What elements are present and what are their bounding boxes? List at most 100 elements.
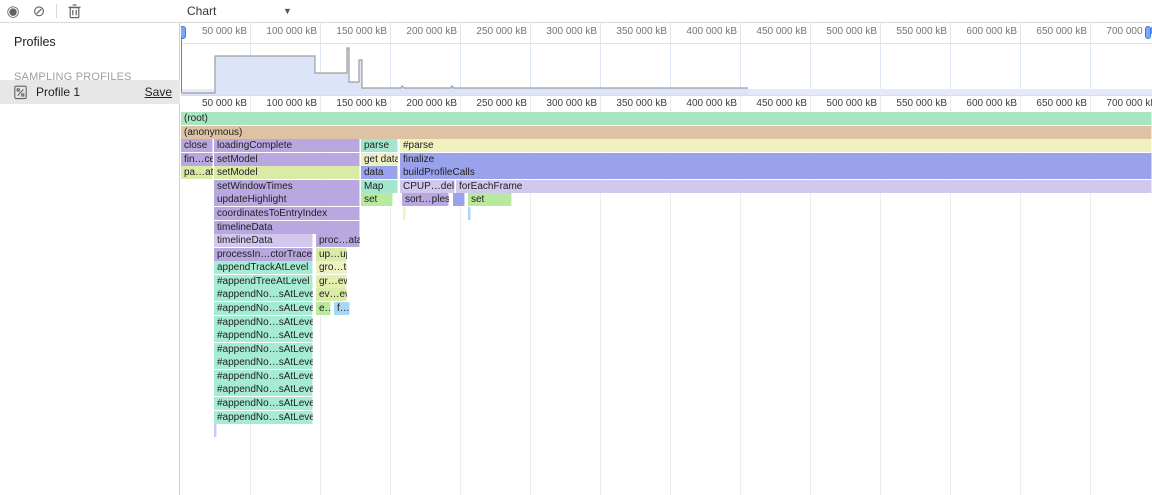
- flame-block[interactable]: e…: [316, 302, 331, 315]
- flame-block[interactable]: f…: [334, 302, 350, 315]
- flame-block-small[interactable]: [468, 207, 471, 220]
- range-handle-left[interactable]: [181, 26, 186, 39]
- ruler-tick-label: 50 000 kB: [201, 26, 247, 37]
- flame-block[interactable]: #appendNo…sAtLevel: [214, 316, 313, 329]
- flame-block[interactable]: #appendNo…sAtLevel: [214, 370, 313, 383]
- toolbar: ◉ ⊘ Chart ▼: [0, 0, 1152, 23]
- ruler-tick: [1090, 96, 1091, 111]
- ruler-tick-label: 200 000 kB: [406, 26, 457, 37]
- flame-block[interactable]: setWindowTimes: [214, 180, 360, 193]
- range-handle-right[interactable]: [1145, 26, 1151, 39]
- ruler-tick-label: 650 000 kB: [1036, 26, 1087, 37]
- flame-block[interactable]: up…up: [316, 248, 347, 261]
- ruler-tick: [320, 96, 321, 111]
- ruler-tick: [740, 23, 741, 43]
- flame-block[interactable]: fin…ce: [181, 153, 213, 166]
- view-mode-select[interactable]: Chart ▼: [187, 0, 297, 22]
- flame-block[interactable]: #appendNo…sAtLevel: [214, 329, 313, 342]
- flame-block[interactable]: data: [361, 166, 398, 179]
- ruler-tick-label: 300 000 kB: [546, 26, 597, 37]
- flame-block[interactable]: timelineData: [214, 221, 360, 234]
- ruler-tick-label: 100 000 kB: [266, 26, 317, 37]
- flame-block[interactable]: #appendNo…sAtLevel: [214, 411, 313, 424]
- flame-block[interactable]: #appendNo…sAtLevel: [214, 383, 313, 396]
- record-icon: ◉: [6, 3, 20, 20]
- flame-block[interactable]: #parse: [400, 139, 1152, 152]
- ruler-tick-label: 600 000 kB: [966, 98, 1017, 109]
- flamechart-ruler: 50 000 kB 100 000 kB 150 000 kB 200 000 kB 2…: [181, 95, 1152, 111]
- gridline: [880, 111, 881, 495]
- ruler-tick: [250, 23, 251, 43]
- flame-block[interactable]: timelineData: [214, 234, 313, 247]
- record-button[interactable]: ◉: [0, 0, 26, 22]
- overview-chart[interactable]: [181, 43, 1152, 96]
- flame-block[interactable]: pa…at: [181, 166, 213, 179]
- flame-block[interactable]: setModel: [214, 166, 360, 179]
- flame-block[interactable]: proc…ata: [316, 234, 360, 247]
- gridline: [600, 111, 601, 495]
- gridline: [740, 111, 741, 495]
- flame-block[interactable]: appendTrackAtLevel: [214, 261, 313, 274]
- clear-button[interactable]: ⊘: [26, 0, 52, 22]
- flame-block[interactable]: sort…ples: [402, 193, 449, 206]
- clear-icon: ⊘: [32, 3, 46, 20]
- sidebar-item-profile-1[interactable]: Profile 1 Save: [0, 80, 180, 104]
- flame-block[interactable]: #appendTreeAtLevel: [214, 275, 313, 288]
- range-handle-left-line: [181, 26, 182, 92]
- overview-memory-series: [181, 47, 1152, 96]
- flame-block-small[interactable]: [214, 424, 217, 437]
- ruler-tick: [810, 23, 811, 43]
- ruler-tick: [670, 96, 671, 111]
- ruler-tick: [460, 96, 461, 111]
- flame-block[interactable]: set: [468, 193, 512, 206]
- flame-block[interactable]: loadingComplete: [214, 139, 360, 152]
- save-link[interactable]: Save: [144, 85, 172, 99]
- overview-ruler: 50 000 kB 100 000 kB 150 000 kB 200 000 kB 2…: [181, 23, 1152, 43]
- flame-block[interactable]: #appendNo…sAtLevel: [214, 302, 313, 315]
- flame-block[interactable]: setModel: [214, 153, 360, 166]
- flame-block[interactable]: forEachFrame: [456, 180, 1152, 193]
- flame-block[interactable]: processIn…ctorTrace: [214, 248, 313, 261]
- ruler-tick-label: 250 000 kB: [476, 98, 527, 109]
- flame-block-small[interactable]: [453, 193, 465, 206]
- flame-block[interactable]: #appendNo…sAtLevel: [214, 343, 313, 356]
- gridline: [320, 44, 321, 95]
- flame-block[interactable]: coordinatesToEntryIndex: [214, 207, 360, 220]
- ruler-tick-label: 700 000 kB: [1106, 98, 1152, 109]
- ruler-tick: [600, 96, 601, 111]
- ruler-tick-label: 400 000 kB: [686, 26, 737, 37]
- flame-block[interactable]: #appendNo…sAtLevel: [214, 288, 313, 301]
- flame-block[interactable]: updateHighlight: [214, 193, 360, 206]
- flame-block[interactable]: buildProfileCalls: [400, 166, 1152, 179]
- flame-block[interactable]: parse: [361, 139, 398, 152]
- flame-block-small[interactable]: [403, 207, 406, 220]
- flame-block[interactable]: finalize: [400, 153, 1152, 166]
- delete-profile-button[interactable]: [61, 0, 87, 22]
- gridline: [810, 111, 811, 495]
- ruler-tick-label: 100 000 kB: [266, 98, 317, 109]
- flamechart[interactable]: (root) (anonymous) close loadingComplete par…: [181, 111, 1152, 495]
- flame-block[interactable]: ev…ew: [316, 288, 347, 301]
- ruler-tick: [880, 96, 881, 111]
- flame-block[interactable]: #appendNo…sAtLevel: [214, 356, 313, 369]
- gridline: [810, 44, 811, 95]
- flame-block[interactable]: set: [361, 193, 393, 206]
- flame-block[interactable]: Map: [361, 180, 398, 193]
- flame-block[interactable]: gr…ew: [316, 275, 347, 288]
- flame-block[interactable]: CPUP…del: [400, 180, 455, 193]
- flame-block[interactable]: close: [181, 139, 213, 152]
- ruler-tick: [600, 23, 601, 43]
- flame-block[interactable]: (root): [181, 112, 1152, 125]
- flame-block[interactable]: gro…ts: [316, 261, 347, 274]
- gridline: [950, 44, 951, 95]
- ruler-tick: [810, 96, 811, 111]
- flame-block[interactable]: get data: [361, 153, 398, 166]
- ruler-tick-label: 500 000 kB: [826, 98, 877, 109]
- ruler-tick: [250, 96, 251, 111]
- flame-block[interactable]: #appendNo…sAtLevel: [214, 397, 313, 410]
- sidebar-title: Profiles: [14, 35, 56, 49]
- flame-block[interactable]: (anonymous): [181, 126, 1152, 139]
- ruler-tick: [390, 23, 391, 43]
- profiles-sidebar: Profiles SAMPLING PROFILES Profile 1 Sav…: [0, 23, 180, 495]
